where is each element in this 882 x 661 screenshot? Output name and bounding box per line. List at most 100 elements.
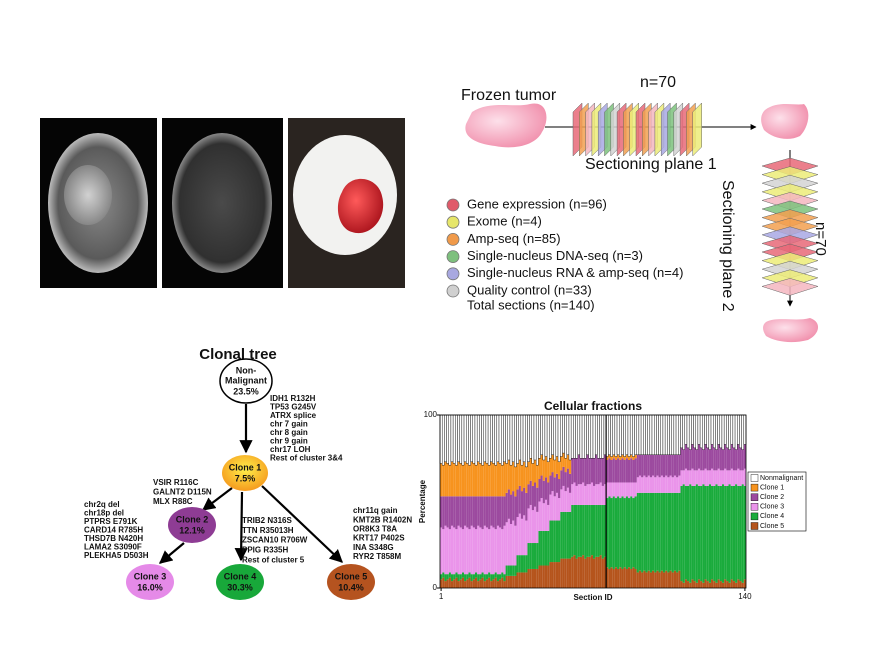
bar-segment <box>612 482 615 497</box>
bar-segment <box>518 572 521 588</box>
bar-segment <box>623 414 626 457</box>
bar-segment <box>617 482 620 497</box>
bar-segment <box>455 414 458 466</box>
bar-segment <box>654 414 657 455</box>
bar-segment <box>485 414 489 464</box>
bar-segment <box>632 414 635 457</box>
bar-segment <box>601 485 604 505</box>
bar-segment <box>713 485 716 582</box>
bar-segment <box>450 525 454 575</box>
bar-segment <box>619 482 622 499</box>
bar-segment <box>667 492 670 573</box>
bar-segment <box>457 581 460 588</box>
bar-segment <box>710 414 714 445</box>
bar-segment <box>636 492 639 573</box>
bar-segment <box>737 579 740 588</box>
bar-segment <box>581 414 585 459</box>
bar-segment <box>529 480 532 505</box>
bar-segment <box>601 558 604 588</box>
bar-segment <box>739 581 742 588</box>
bar-segment <box>464 525 467 575</box>
bar-segment <box>706 581 709 588</box>
bar-segment <box>702 470 705 485</box>
bar-segment <box>527 484 530 509</box>
bar-segment <box>601 504 604 559</box>
bar-segment <box>512 575 515 588</box>
bar-segment <box>652 454 655 476</box>
bar-segment <box>636 454 639 478</box>
bar-segment <box>459 463 462 497</box>
bar-segment <box>516 414 519 464</box>
bar-segment <box>632 498 635 568</box>
bar-segment <box>717 414 720 445</box>
bar-segment <box>450 461 454 497</box>
legend-label: Nonmalignant <box>760 475 803 482</box>
bar-segment <box>691 468 694 486</box>
legend-swatch <box>750 483 759 492</box>
bar-segment <box>717 579 720 588</box>
bar-segment <box>564 472 567 492</box>
bar-segment <box>461 465 465 497</box>
mutation: MLX R88C <box>153 497 193 506</box>
bar-segment <box>671 414 675 455</box>
bar-segment <box>579 484 583 505</box>
bar-segment <box>632 456 635 460</box>
bar-segment <box>579 556 583 588</box>
label: Frozen tumor <box>461 87 557 104</box>
bar-segment <box>560 456 563 471</box>
bar-segment <box>689 449 692 471</box>
bar-segment <box>516 572 519 588</box>
bar-segment <box>440 496 443 528</box>
bar-segment <box>584 558 587 588</box>
bar-segment <box>555 414 559 457</box>
bar-segment <box>442 572 445 578</box>
bar-segment <box>610 414 613 457</box>
bar-segment <box>466 579 469 588</box>
bar-segment <box>573 414 576 459</box>
tree-title: Clonal tree <box>199 346 277 363</box>
bar-segment <box>599 504 602 556</box>
bar-segment <box>485 527 489 575</box>
mutation: RYR2 T858M <box>353 552 402 561</box>
bar-segment <box>459 579 462 588</box>
bar-segment <box>540 530 543 566</box>
bar-segment <box>684 444 687 469</box>
bar-segment <box>623 567 626 588</box>
mutation: Rest of cluster 3&4 <box>270 454 343 463</box>
bar-segment <box>688 414 692 450</box>
bar-segment <box>614 567 618 588</box>
bar-segment <box>704 485 707 580</box>
bar-segment <box>511 414 515 462</box>
bar-segment <box>464 581 467 588</box>
bar-segment <box>625 496 628 569</box>
bar-segment <box>708 414 712 450</box>
bar-segment <box>575 485 578 505</box>
bar-segment <box>466 574 469 580</box>
legend-swatch <box>446 232 460 246</box>
bar-segment <box>571 484 574 505</box>
bar-segment <box>632 567 635 588</box>
bar-segment <box>695 414 699 450</box>
bar-segment <box>593 485 596 505</box>
bar-segment <box>479 463 482 497</box>
bar-segment <box>566 468 569 488</box>
bar-segment <box>566 558 569 588</box>
bar-segment <box>536 487 539 512</box>
bar-segment <box>665 492 668 571</box>
bar-segment <box>457 496 460 526</box>
bar-segment <box>680 581 683 588</box>
bar-segment <box>546 414 550 462</box>
bar-segment <box>566 414 570 455</box>
bar-segment <box>582 504 585 556</box>
bar-segment <box>562 485 565 512</box>
bar-segment <box>518 513 521 556</box>
bar-segment <box>568 511 572 559</box>
bar-segment <box>570 414 574 459</box>
bar-segment <box>540 454 543 476</box>
bar-segment <box>501 572 504 578</box>
bar-segment <box>529 504 532 544</box>
bar-segment <box>662 414 666 455</box>
bar-segment <box>466 527 469 575</box>
bar-segment <box>737 444 740 469</box>
bar-segment <box>719 447 722 471</box>
